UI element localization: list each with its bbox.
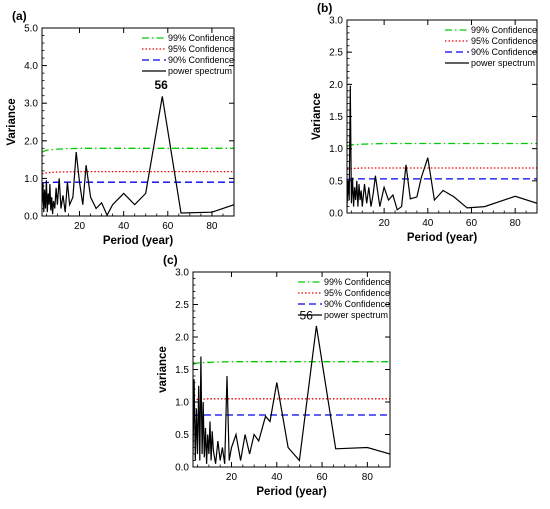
legend-entry: 99% Confidence xyxy=(324,277,390,287)
y-tick-label: 2.0 xyxy=(329,80,343,91)
x-axis-title: Period (year) xyxy=(103,235,173,247)
series-line-99-confidence xyxy=(42,147,234,153)
x-tick-label: 60 xyxy=(466,218,478,229)
x-tick-label: 60 xyxy=(317,472,329,483)
plot-frame xyxy=(41,27,235,217)
y-tick-label: 3.0 xyxy=(175,268,189,279)
y-tick-label: 1.0 xyxy=(175,398,189,409)
panel-label: (b) xyxy=(317,1,332,15)
legend-entry: 90% Confidence xyxy=(471,47,537,57)
chart-panel-c: 20 40 60 80 0.0 0.5 1.0 1.5 2.0 2.5 3.0 Period (yea… xyxy=(157,253,391,498)
x-tick-label: 20 xyxy=(379,218,391,229)
y-tick-label: 1.5 xyxy=(329,112,343,123)
legend-entry: power spectrum xyxy=(324,310,388,320)
y-tick-label: 4.0 xyxy=(24,61,38,72)
x-axis-title: Period (year) xyxy=(407,232,477,244)
series-line-95-confidence xyxy=(193,398,390,401)
series-line-95-confidence xyxy=(347,167,537,170)
legend-entry: 90% Confidence xyxy=(324,299,390,309)
y-tick-label: 1.5 xyxy=(175,365,189,376)
peak-annotation: 56 xyxy=(300,308,314,322)
y-tick-label: 0.0 xyxy=(24,212,38,223)
series-line-90-confidence xyxy=(42,181,234,184)
series-line-90-confidence xyxy=(193,414,390,417)
y-axis-title: Variance xyxy=(6,98,18,145)
y-tick-label: 3.0 xyxy=(24,99,38,110)
x-axis-title: Period (year) xyxy=(256,486,326,498)
y-axis-title: Variance xyxy=(311,93,323,140)
peak-annotation: 56 xyxy=(154,78,168,92)
y-axis-title: variance xyxy=(157,346,169,393)
y-tick-label: 1.0 xyxy=(329,144,343,155)
legend-entry: power spectrum xyxy=(168,66,232,76)
series-line-power-spectrum xyxy=(42,96,234,216)
legend-entry: 99% Confidence xyxy=(471,25,537,35)
legend-entry: 95% Confidence xyxy=(471,36,537,46)
y-tick-label: 2.0 xyxy=(175,333,189,344)
legend-entry: 99% Confidence xyxy=(168,33,234,43)
y-tick-label: 2.0 xyxy=(24,136,38,147)
y-tick-label: 0.0 xyxy=(175,463,189,474)
y-tick-label: 0.5 xyxy=(329,176,343,187)
chart-panel-b: 20 40 60 80 0.0 0.5 1.0 1.5 2.0 2.5 3.0 Period (yea… xyxy=(311,1,538,244)
series-line-95-confidence xyxy=(42,170,234,175)
series-line-power-spectrum xyxy=(193,325,390,464)
chart-panel-a: 20 40 60 80 0.0 1.0 2.0 3.0 4.0 5.0 Period (year) V… xyxy=(6,9,235,247)
panel-label: (a) xyxy=(12,9,27,23)
series-line-99-confidence xyxy=(347,142,537,147)
x-tick-label: 20 xyxy=(226,472,238,483)
legend-entry: 95% Confidence xyxy=(324,288,390,298)
x-tick-label: 80 xyxy=(206,221,218,232)
x-tick-label: 80 xyxy=(510,218,522,229)
series-line-power-spectrum xyxy=(347,85,537,211)
y-tick-label: 2.5 xyxy=(175,300,189,311)
y-tick-label: 1.0 xyxy=(24,174,38,185)
legend-entry: 95% Confidence xyxy=(168,44,234,54)
y-tick-label: 5.0 xyxy=(24,24,38,35)
legend-entry: power spectrum xyxy=(471,58,535,68)
y-tick-label: 0.5 xyxy=(175,430,189,441)
legend-entry: 90% Confidence xyxy=(168,55,234,65)
y-tick-label: 3.0 xyxy=(329,16,343,27)
x-tick-label: 40 xyxy=(118,221,130,232)
x-tick-label: 80 xyxy=(362,472,374,483)
panel-label: (c) xyxy=(163,253,178,267)
x-tick-label: 60 xyxy=(162,221,174,232)
x-tick-label: 40 xyxy=(422,218,434,229)
x-tick-label: 20 xyxy=(74,221,86,232)
series-line-99-confidence xyxy=(193,361,390,365)
y-tick-label: 2.5 xyxy=(329,48,343,59)
y-tick-label: 0.0 xyxy=(329,209,343,220)
x-tick-label: 40 xyxy=(271,472,283,483)
